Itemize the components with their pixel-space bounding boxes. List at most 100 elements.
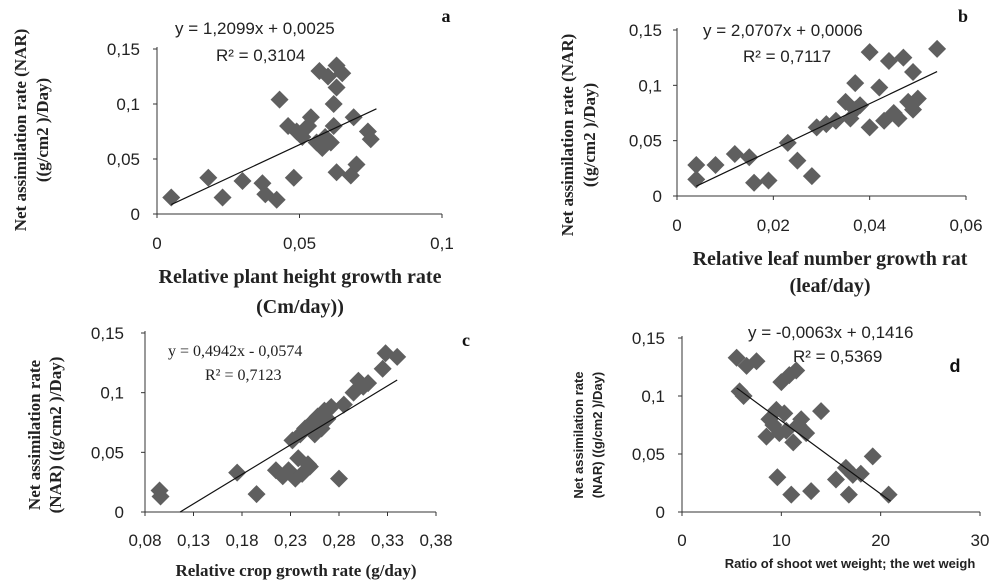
data-point [894,48,913,67]
x-tick-label: 0,28 [322,531,355,550]
data-point [928,39,947,58]
data-point [151,487,170,506]
data-point [359,374,378,393]
y-axis-label: ((g/cm2 )/Day) [580,83,599,187]
trendline [179,379,398,513]
data-point [388,347,407,366]
trend-equation: y = 0,4942x - 0,0574 [168,343,302,360]
data-point [812,402,831,421]
data-point [687,156,706,175]
data-point [199,168,218,187]
y-tick-label: 0,1 [641,387,665,406]
data-point [270,90,289,109]
y-tick-label: 0,05 [107,150,140,169]
panel-label: b [958,6,968,26]
trendline [170,108,377,206]
data-point [826,470,845,489]
trend-equation: y = 2,0707x + 0,0006 [703,21,863,40]
x-tick-label: 0,1 [430,234,454,253]
y-tick-label: 0 [656,503,665,522]
data-point [319,67,337,86]
data-point [324,95,343,113]
data-point [784,433,803,452]
y-tick-label: 0,15 [107,40,140,59]
data-point [747,352,766,371]
y-tick-label: 0,05 [629,132,662,151]
data-point [870,78,889,97]
scatter-panel-a: 0 0,05 0,1 0,15 0 0,05 0,1 y = 1,2099x + 0,0025… [11,6,454,318]
y-tick-label: 0 [115,503,124,522]
data-point [782,485,801,504]
data-point [228,463,247,482]
data-point [879,51,898,70]
r-squared-label: R² = 0,3104 [216,46,305,65]
data-point [725,144,744,163]
data-point [860,43,879,62]
data-point [759,171,778,190]
y-tick-label: 0 [131,205,140,224]
y-tick-label: 0,05 [632,445,665,464]
data-point [347,155,366,174]
data-point [740,148,759,167]
data-point [802,167,821,186]
trendline [736,387,891,502]
data-point [162,188,181,207]
scatter-panel-d: 0 0,05 0,1 0,15 0 10 20 30 y = -0,0063x + 0,1416… [571,323,989,571]
data-point [734,387,753,405]
data-point [233,172,252,190]
data-point [706,156,725,175]
data-point [908,89,927,108]
x-tick-label: 0,18 [225,531,258,550]
data-point [727,348,746,367]
x-tick-label: 0 [677,531,686,550]
data-point [860,118,879,137]
data-point [327,78,346,97]
data-point [344,108,363,127]
y-axis-label: Net assimilation rate [571,371,586,498]
data-point [327,163,346,182]
r-squared-label: R² = 0,5369 [793,347,882,366]
trendline [696,71,938,187]
panel-label: d [950,356,961,376]
data-point [889,109,908,128]
data-point [300,457,319,476]
y-axis-label: Net assimilation rate (NAR) [11,29,30,232]
x-tick-label: 10 [772,531,791,550]
data-point [301,108,320,127]
x-tick-label: 0,23 [274,531,307,550]
y-tick-label: 0,1 [116,95,140,114]
data-point [213,188,232,207]
scatter-panel-c: 0 0,05 0,1 0,15 0,08 0,13 0,18 0,23 0,28 0,33 0,38… [25,324,470,580]
data-point [839,485,858,504]
r-squared-label: R² = 0,7123 [205,367,282,384]
data-point [247,485,266,504]
data-point [851,464,870,483]
x-axis-label: (leaf/day) [789,275,870,297]
y-axis-label: ((g/cm2 )/Day) [33,78,52,182]
x-tick-label: 0,13 [177,531,210,550]
x-tick-label: 0,02 [757,216,790,235]
data-point [768,468,787,487]
data-point [863,447,882,466]
r-squared-label: R² = 0,7117 [743,47,831,66]
data-point [792,410,811,429]
x-tick-label: 0,33 [371,531,404,550]
data-point [330,469,348,488]
data-point [333,64,352,83]
data-point [322,397,341,416]
x-axis-label: Ratio of shoot wet weight; the wet weigh [725,556,976,571]
data-point [787,361,806,380]
data-point [757,427,776,446]
panel-label: a [442,6,451,26]
x-tick-label: 0,06 [949,216,982,235]
y-tick-label: 0,15 [632,329,665,348]
data-point [361,130,380,149]
x-tick-label: 0,08 [128,531,161,550]
data-point [797,424,816,443]
data-point [284,168,303,187]
trend-equation: y = -0,0063x + 0,1416 [748,323,913,342]
y-axis-label: Net assimilation rate (NAR) [558,34,577,237]
y-axis-label: (NAR) ((g/cm2 )/Day) [46,357,65,514]
data-point [904,63,923,82]
